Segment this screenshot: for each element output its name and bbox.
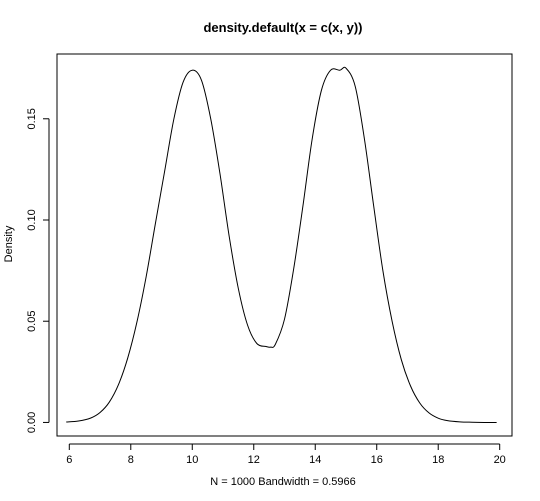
y-tick-label: 0.10 — [26, 209, 38, 230]
x-axis-label: N = 1000 Bandwidth = 0.5966 — [210, 476, 356, 488]
x-tick-label: 8 — [128, 454, 134, 466]
chart-title: density.default(x = c(x, y)) — [203, 20, 362, 35]
x-axis: 6 8 10 12 14 16 18 20 — [66, 443, 506, 466]
density-curve — [66, 66, 497, 423]
x-tick-label: 10 — [186, 454, 198, 466]
y-tick-label: 0.15 — [26, 108, 38, 129]
x-tick-label: 20 — [494, 454, 506, 466]
y-axis: 0.00 0.05 0.10 0.15 — [26, 108, 50, 433]
x-tick-label: 16 — [371, 454, 383, 466]
x-tick-label: 14 — [309, 454, 321, 466]
x-tick-label: 12 — [248, 454, 260, 466]
y-axis-label: Density — [3, 225, 15, 262]
y-tick-label: 0.00 — [26, 412, 38, 433]
x-tick-label: 6 — [66, 454, 72, 466]
x-tick-label: 18 — [432, 454, 444, 466]
plot-frame — [56, 53, 513, 437]
y-tick-label: 0.05 — [26, 311, 38, 332]
